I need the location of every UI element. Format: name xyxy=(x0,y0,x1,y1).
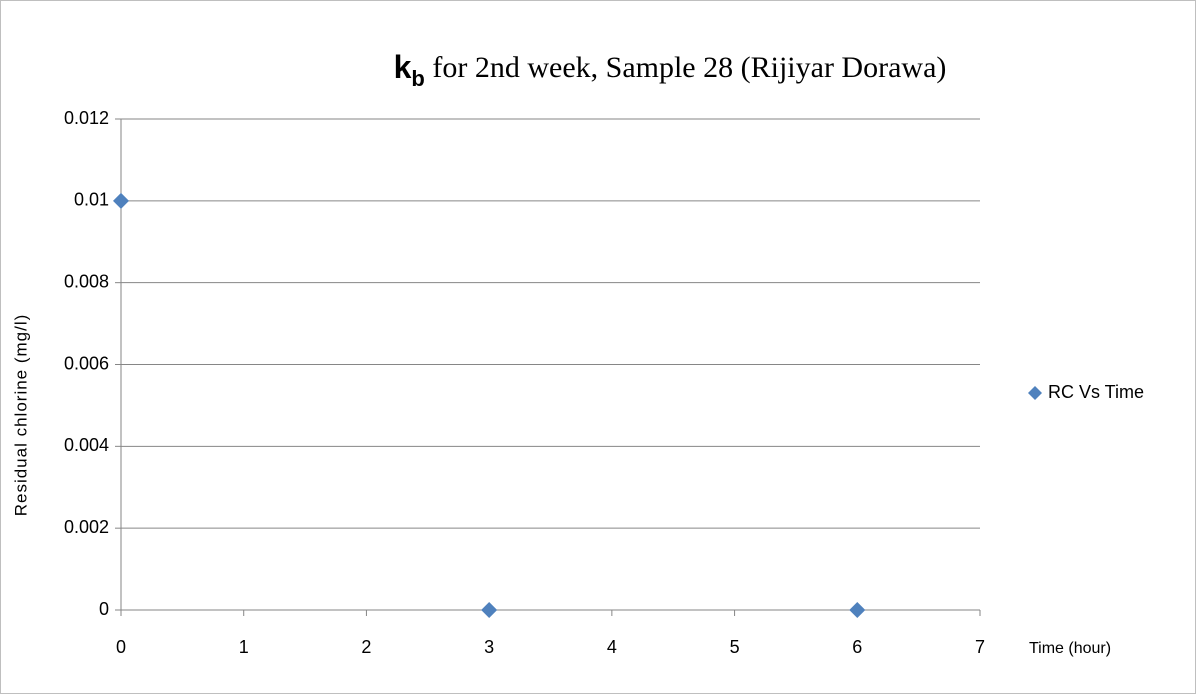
x-tick-label: 6 xyxy=(852,637,862,657)
title-text: for 2nd week, Sample 28 (Rijiyar Dorawa) xyxy=(425,51,947,84)
x-tick-label: 2 xyxy=(361,637,371,657)
x-tick-label: 3 xyxy=(484,637,494,657)
data-point xyxy=(849,602,866,618)
x-tick-label: 4 xyxy=(607,637,617,657)
data-point xyxy=(113,192,129,209)
x-tick-label: 1 xyxy=(239,637,249,657)
y-axis-label: Residual chlorine (mg/l) xyxy=(11,314,30,517)
y-tick-label: 0.002 xyxy=(64,517,109,537)
chart-title: kb for 2nd week, Sample 28 (Rijiyar Dora… xyxy=(394,49,947,90)
y-tick-label: 0.006 xyxy=(64,353,109,373)
title-symbol: k xyxy=(394,49,412,85)
x-axis-label: Time (hour) xyxy=(1029,640,1111,657)
y-tick-label: 0.004 xyxy=(64,435,109,455)
legend-label: RC Vs Time xyxy=(1048,382,1144,402)
y-tick-label: 0.008 xyxy=(64,271,109,291)
legend-marker xyxy=(1028,386,1042,400)
data-point xyxy=(481,602,498,618)
title-subscript: b xyxy=(411,66,424,91)
x-tick-label: 5 xyxy=(730,637,740,657)
x-tick-label: 7 xyxy=(975,637,985,657)
y-tick-label: 0.01 xyxy=(74,190,109,210)
x-tick-label: 0 xyxy=(116,637,126,657)
y-tick-label: 0.012 xyxy=(64,108,109,128)
y-tick-label: 0 xyxy=(99,599,109,619)
